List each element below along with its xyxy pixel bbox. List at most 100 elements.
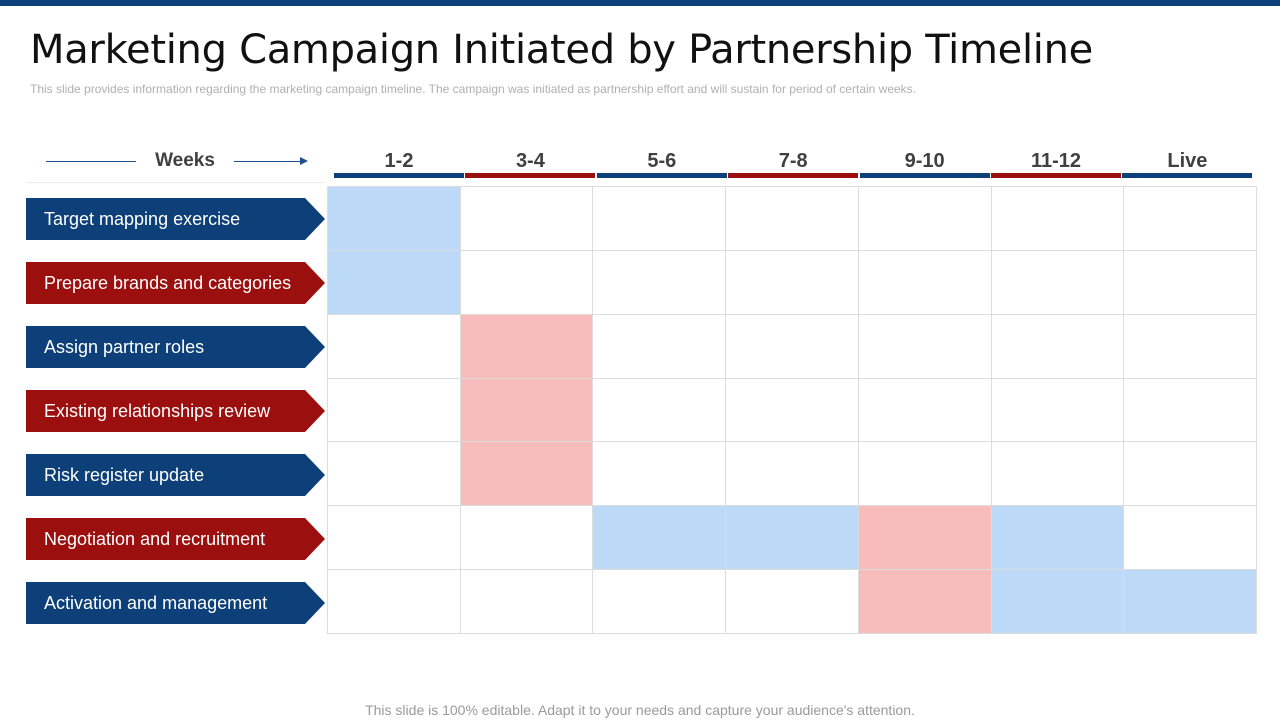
week-column-header: 1-2 [334,148,464,178]
timeline-cell [593,378,727,443]
weeks-header: Weeks [46,146,308,178]
timeline-cell [328,506,461,571]
timeline-cell [991,442,1125,507]
week-column-underline [991,173,1121,178]
timeline-cell [460,250,594,315]
scheduled-cell [593,506,727,571]
week-column-header: 5-6 [596,148,727,178]
timeline-cell [858,314,992,379]
task-labels: Target mapping exercise Prepare brands an… [26,186,326,634]
week-column-underline [1122,173,1253,178]
week-column-header: 7-8 [728,148,859,178]
weeks-left-line [46,161,136,162]
week-column-underline [596,173,727,178]
timeline-cell [858,187,992,251]
timeline-cell [1124,506,1257,571]
timeline-cell [593,442,727,507]
timeline-cell [726,378,859,443]
timeline-cell [858,442,992,507]
task-label-text: Assign partner roles [44,337,205,357]
task-arrow-label: Activation and management [26,582,326,624]
task-label-text: Risk register update [44,465,205,485]
task-label-text: Existing relationships review [44,401,271,421]
timeline-cell [593,250,727,315]
timeline-cell [593,187,727,251]
timeline-cell [726,570,859,634]
week-column-label: 7-8 [778,150,808,172]
week-column-header: 9-10 [859,148,990,178]
scheduled-cell [460,314,594,379]
timeline-cell [726,187,859,251]
timeline-cell [991,187,1125,251]
timeline-cell [726,442,859,507]
task-arrow-label: Prepare brands and categories [26,262,326,304]
timeline-cell [991,250,1125,315]
timeline-cell [1124,378,1257,443]
scheduled-cell [726,506,859,571]
week-column-label: 9-10 [904,150,945,172]
scheduled-cell [991,570,1125,634]
task-label-text: Negotiation and recruitment [44,529,266,549]
week-column-label: 5-6 [647,150,677,172]
header-separator [26,182,326,183]
arrow-shape-icon [26,390,325,432]
weeks-label: Weeks [155,150,215,171]
task-arrow-label: Target mapping exercise [26,198,326,240]
top-accent-bar [0,0,1280,6]
week-column-label: 3-4 [515,150,545,172]
task-arrow-label: Negotiation and recruitment [26,518,326,560]
arrow-shape-icon [26,262,325,304]
week-column-underline [465,173,596,178]
scheduled-cell [858,570,992,634]
week-column-label: 11-12 [1030,150,1082,172]
timeline-cell [726,250,859,315]
timeline-cell [328,570,461,634]
scheduled-cell [1124,570,1257,634]
slide-subtitle: This slide provides information regardin… [30,82,917,96]
timeline-cell [460,187,594,251]
scheduled-cell [328,250,461,315]
week-column-underline [334,173,464,178]
timeline-grid [327,186,1257,634]
scheduled-cell [328,187,461,251]
week-column-header: Live [1122,148,1253,178]
arrow-shape-icon [26,582,325,624]
scheduled-cell [460,442,594,507]
task-label-text: Activation and management [44,593,268,613]
timeline-cell [858,250,992,315]
timeline-cell [328,314,461,379]
scheduled-cell [460,378,594,443]
week-column-underline [859,173,990,178]
task-arrow-label: Risk register update [26,454,326,496]
week-column-headers: 1-2 3-4 5-6 7-8 9-10 11-12 Live [334,148,1256,180]
slide-footer: This slide is 100% editable. Adapt it to… [365,702,915,718]
timeline-cell [991,314,1125,379]
timeline-cell [593,570,727,634]
slide-title: Marketing Campaign Initiated by Partners… [30,27,1093,73]
task-arrow-label: Existing relationships review [26,390,326,432]
timeline-cell [460,506,594,571]
timeline-cell [991,378,1125,443]
timeline-cell [1124,250,1257,315]
week-column-underline [728,173,859,178]
task-arrow-label: Assign partner roles [26,326,326,368]
arrow-shape-icon [26,454,325,496]
timeline-cell [328,442,461,507]
scheduled-cell [991,506,1125,571]
scheduled-cell [858,506,992,571]
task-label-text: Target mapping exercise [44,209,241,229]
timeline-cell [328,378,461,443]
timeline-cell [1124,314,1257,379]
week-column-header: 11-12 [991,148,1121,178]
timeline-cell [858,378,992,443]
week-column-header: 3-4 [465,148,596,178]
arrow-right-icon [300,157,308,165]
timeline-cell [726,314,859,379]
task-label-text: Prepare brands and categories [44,273,292,293]
timeline-cell [1124,442,1257,507]
arrow-shape-icon [26,518,325,560]
timeline-cell [1124,187,1257,251]
timeline-cell [593,314,727,379]
week-column-label: 1-2 [384,150,414,172]
weeks-right-line [234,161,302,162]
